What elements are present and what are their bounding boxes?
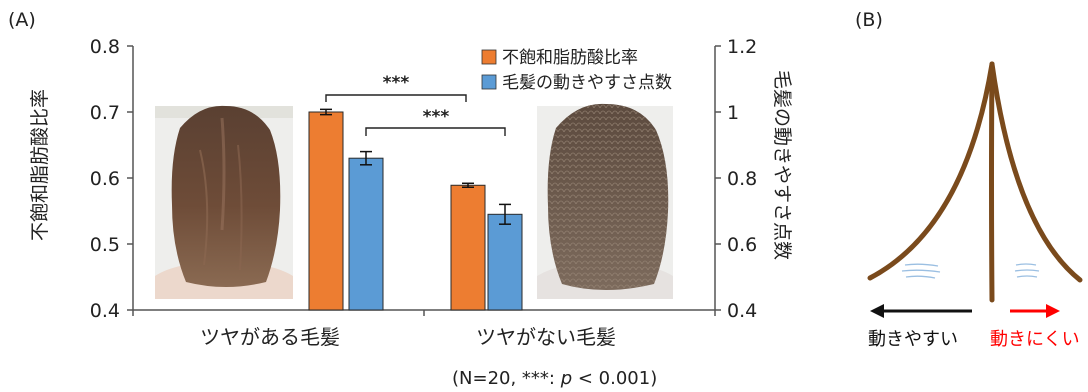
y-axis-title-right: 毛髪の動きやすさ点数 [771, 70, 793, 260]
right-tick-label: 1.2 [727, 36, 757, 58]
center-hair-strand [989, 61, 995, 303]
right-tick-label: 0.4 [727, 300, 757, 322]
legend-label-hair-movement-score: 毛髪の動きやすさ点数 [502, 73, 672, 93]
significance-label-2: *** [423, 107, 450, 127]
legend-swatch-unsaturated-fatty-acid [481, 49, 497, 65]
left-tick-label: 0.4 [90, 300, 120, 322]
category-label-glossy: ツヤがある毛髪 [200, 325, 340, 349]
legend-swatch-hair-movement-score [481, 74, 497, 90]
bar-series0-cat1 [450, 184, 486, 311]
hair-strands [867, 61, 1083, 303]
bar-series0-cat0 [308, 111, 344, 311]
right-arrow [1010, 304, 1060, 318]
motion-lines-right [1014, 263, 1040, 278]
footnote: (N=20, ***: p < 0.001) [452, 368, 657, 389]
glossy-hair-photo [155, 105, 293, 299]
left-arrow [870, 304, 972, 318]
left-hair-strand [867, 61, 995, 281]
bar-series1-cat1 [487, 213, 523, 311]
error-bar-series0-cat0 [320, 108, 332, 116]
motion-lines-left [901, 263, 941, 279]
error-bar-series0-cat1 [462, 182, 474, 188]
hair-movement-diagram: 動きやすい 動きにくい [867, 61, 1083, 350]
bar-series1-cat0 [348, 157, 384, 311]
legend-label-unsaturated-fatty-acid: 不飽和脂肪酸比率 [502, 48, 638, 68]
left-tick-label: 0.5 [90, 234, 120, 256]
right-tick-label: 1 [727, 102, 739, 124]
label-easy-to-move: 動きやすい [868, 329, 958, 350]
left-tick-labels: 0.4 0.5 0.6 0.7 0.8 [90, 36, 133, 322]
right-tick-label: 0.6 [727, 234, 757, 256]
significance-bracket-2: *** [365, 107, 506, 136]
left-tick-label: 0.7 [90, 102, 120, 124]
right-hair-strand [989, 61, 1083, 283]
bars [308, 108, 523, 311]
label-hard-to-move: 動きにくい [990, 329, 1080, 350]
right-tick-label: 0.8 [727, 168, 757, 190]
legend: 不飽和脂肪酸比率 毛髪の動きやすさ点数 [481, 48, 672, 93]
error-bar-series1-cat0 [360, 150, 372, 166]
category-label-dull: ツヤがない毛髪 [476, 325, 616, 349]
dull-hair-photo [537, 103, 673, 299]
significance-label-1: *** [383, 73, 410, 93]
left-tick-label: 0.8 [90, 36, 120, 58]
panel-b-label: (B) [855, 9, 883, 31]
y-axis-title-left: 不飽和脂肪酸比率 [29, 89, 51, 241]
right-tick-labels: 0.4 0.6 0.8 1 1.2 [715, 36, 757, 322]
error-bar-series1-cat1 [499, 203, 511, 225]
left-tick-label: 0.6 [90, 168, 120, 190]
panel-a-label: (A) [8, 9, 36, 31]
significance-bracket-1: *** [325, 73, 467, 102]
